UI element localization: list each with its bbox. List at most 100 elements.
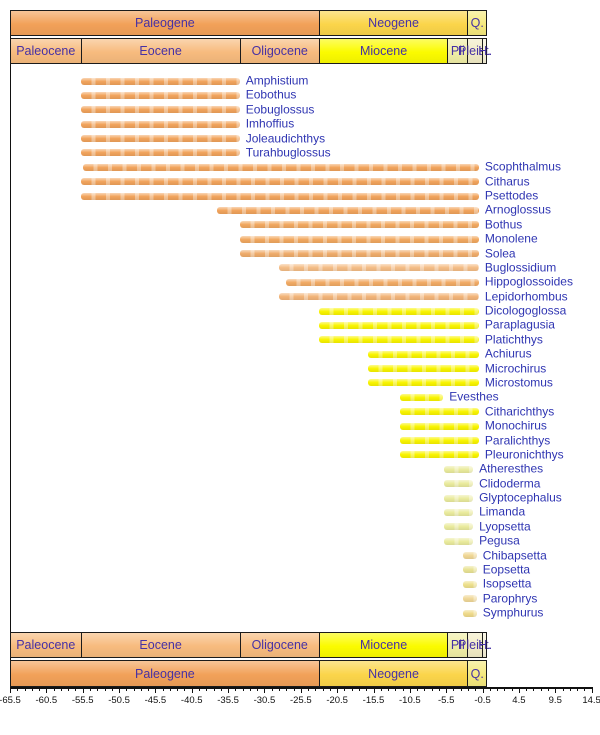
range-bar	[318, 321, 479, 329]
axis-major-tick	[591, 687, 593, 693]
epoch-cell-h: H.	[478, 38, 491, 64]
genus-label: Glyptocephalus	[479, 490, 562, 505]
genus-label: Symphurus	[482, 605, 544, 620]
axis-major-tick	[155, 687, 157, 693]
genus-label: Microstomus	[484, 375, 553, 390]
axis-minor-tick	[169, 687, 171, 691]
axis-minor-tick	[511, 687, 513, 691]
axis-major-tick	[228, 687, 230, 693]
genus-label: Bothus	[484, 217, 523, 232]
period-cell-label: Paleogene	[134, 16, 195, 30]
range-bar	[400, 451, 479, 459]
epoch-cell-label: Paleocene	[16, 638, 76, 652]
axis-minor-tick	[177, 687, 179, 691]
range-bar	[80, 120, 240, 128]
genus-label: Arnoglossus	[484, 202, 551, 217]
axis-tick-label: -20.5	[326, 695, 348, 706]
axis-minor-tick	[417, 687, 419, 691]
epoch-cell-miocene: Miocene	[318, 632, 449, 658]
range-bar	[462, 580, 477, 588]
range-bar	[318, 336, 479, 344]
axis-minor-tick	[533, 687, 535, 691]
axis-minor-tick	[504, 687, 506, 691]
genus-label: Pegusa	[479, 533, 520, 548]
epoch-cell-oligocene: Oligocene	[239, 38, 320, 64]
genus-label: Hippoglossoides	[484, 274, 573, 289]
range-bar	[444, 523, 474, 531]
range-bar	[239, 235, 479, 243]
axis-minor-tick	[104, 687, 106, 691]
genus-label: Clidoderma	[479, 476, 541, 491]
period-cell-label: Neogene	[368, 16, 419, 30]
axis-minor-tick	[366, 687, 368, 691]
axis-tick-label: -35.5	[217, 695, 239, 706]
range-bar	[367, 350, 479, 358]
axis-minor-tick	[206, 687, 208, 691]
axis-tick-label: -15.5	[362, 695, 385, 706]
genus-label: Eopsetta	[482, 562, 531, 577]
range-bar	[444, 537, 474, 545]
axis-minor-tick	[431, 687, 433, 691]
axis-major-tick	[482, 687, 484, 693]
axis-minor-tick	[24, 687, 26, 691]
genus-label: Amphistium	[245, 73, 309, 88]
range-bar	[462, 552, 477, 560]
period-cell-q: Q.	[467, 10, 488, 36]
period-cell-paleogene: Paleogene	[10, 660, 320, 687]
range-bar	[80, 192, 479, 200]
chart-left-edge	[10, 10, 11, 687]
axis-minor-tick	[53, 687, 55, 691]
axis-major-tick	[446, 687, 448, 693]
axis-tick-label: -25.5	[289, 695, 312, 706]
period-cell-label: Paleogene	[134, 666, 195, 681]
range-bar	[400, 393, 444, 401]
axis-major-tick	[300, 687, 302, 693]
range-bar	[286, 278, 479, 286]
axis-minor-tick	[75, 687, 77, 691]
range-bar	[462, 609, 477, 617]
axis-tick-label: -45.5	[144, 695, 167, 706]
genus-label: Parophrys	[482, 591, 538, 606]
range-bar	[278, 264, 479, 272]
epoch-cell-pleist: Pleist.	[458, 632, 492, 658]
axis-minor-tick	[322, 687, 324, 691]
axis-tick-label: -55.5	[71, 695, 94, 706]
range-bar	[80, 149, 240, 157]
axis-tick-label: -50.5	[108, 695, 130, 706]
axis-minor-tick	[424, 687, 426, 691]
range-bar	[278, 293, 479, 301]
epoch-cell-label: H.	[478, 638, 491, 652]
epoch-cell-pli: Pli	[447, 632, 469, 658]
axis-minor-tick	[569, 687, 571, 691]
axis-tick-label: -0.5	[474, 695, 491, 706]
range-bar	[80, 178, 479, 186]
axis-major-tick	[10, 687, 11, 693]
period-cell-label: Q.	[470, 16, 484, 30]
axis-tick-label: -60.5	[35, 695, 58, 706]
epoch-cell-label: Miocene	[359, 638, 408, 652]
axis-minor-tick	[468, 687, 469, 691]
axis-minor-tick	[133, 687, 135, 691]
epoch-cell-label: Miocene	[359, 44, 408, 58]
axis-minor-tick	[351, 687, 353, 691]
epoch-cell-label: Oligocene	[251, 638, 308, 652]
axis-minor-tick	[249, 687, 251, 691]
axis-minor-tick	[111, 687, 113, 691]
range-bar	[444, 465, 474, 473]
axis-minor-tick	[271, 687, 273, 691]
epoch-cell-label: Pli	[450, 44, 465, 58]
axis-minor-tick	[489, 687, 491, 691]
axis-minor-tick	[31, 687, 33, 691]
epoch-cell-eocene: Eocene	[80, 38, 241, 64]
axis-minor-tick	[286, 687, 288, 691]
period-cell-paleogene: Paleogene	[10, 10, 320, 36]
axis-minor-tick	[257, 687, 259, 691]
epoch-cell-paleocene: Paleocene	[10, 38, 82, 64]
axis-minor-tick	[547, 687, 549, 691]
genus-label: Achiurus	[484, 346, 532, 361]
axis-minor-tick	[540, 687, 542, 691]
range-bar	[367, 379, 479, 387]
epoch-cell-label: Oligocene	[251, 44, 308, 58]
epoch-cell-h: H.	[478, 632, 491, 658]
axis-minor-tick	[308, 687, 310, 691]
